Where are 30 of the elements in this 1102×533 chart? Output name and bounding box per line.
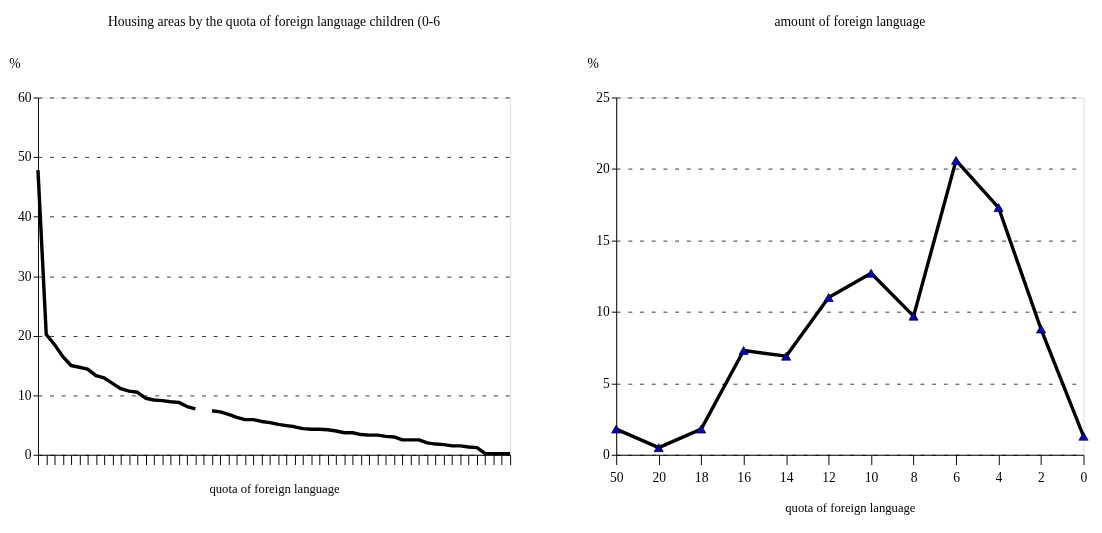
y-tick-label: 15 [596,232,611,248]
chart-title: Housing areas by the quota of foreign language children (0-6 [107,14,441,31]
x-tick-label: 8 [910,469,918,485]
x-axis-title: quota of foreign language [785,500,916,515]
y-tick-label: 20 [18,328,32,344]
x-tick-label: 6 [953,469,961,485]
y-tick-label: 10 [596,304,611,320]
x-tick-label: 10 [864,469,879,485]
y-tick-label: 5 [603,375,611,391]
x-tick-label: 4 [995,469,1003,485]
y-axis-title: % [587,55,599,71]
x-tick-label: 20 [652,469,667,485]
y-tick-label: 0 [603,447,611,463]
x-tick-label: 14 [779,469,794,485]
y-axis-title: % [9,55,21,71]
y-tick-label: 30 [18,268,32,284]
y-tick-label: 25 [596,89,611,105]
x-tick-label: 0 [1080,469,1088,485]
y-tick-label: 40 [18,208,32,224]
x-tick-label: 18 [694,469,709,485]
x-tick-label: 12 [822,469,837,485]
y-tick-label: 20 [596,161,611,177]
chart-title: amount of foreign language [774,14,926,30]
x-tick-label: 2 [1038,469,1046,485]
y-tick-label: 60 [18,89,32,105]
y-tick-label: 10 [18,387,32,403]
x-tick-label: 16 [737,469,752,485]
y-tick-label: 0 [24,447,32,463]
y-tick-label: 50 [18,149,32,165]
x-axis-title: quota of foreign language [209,481,341,496]
